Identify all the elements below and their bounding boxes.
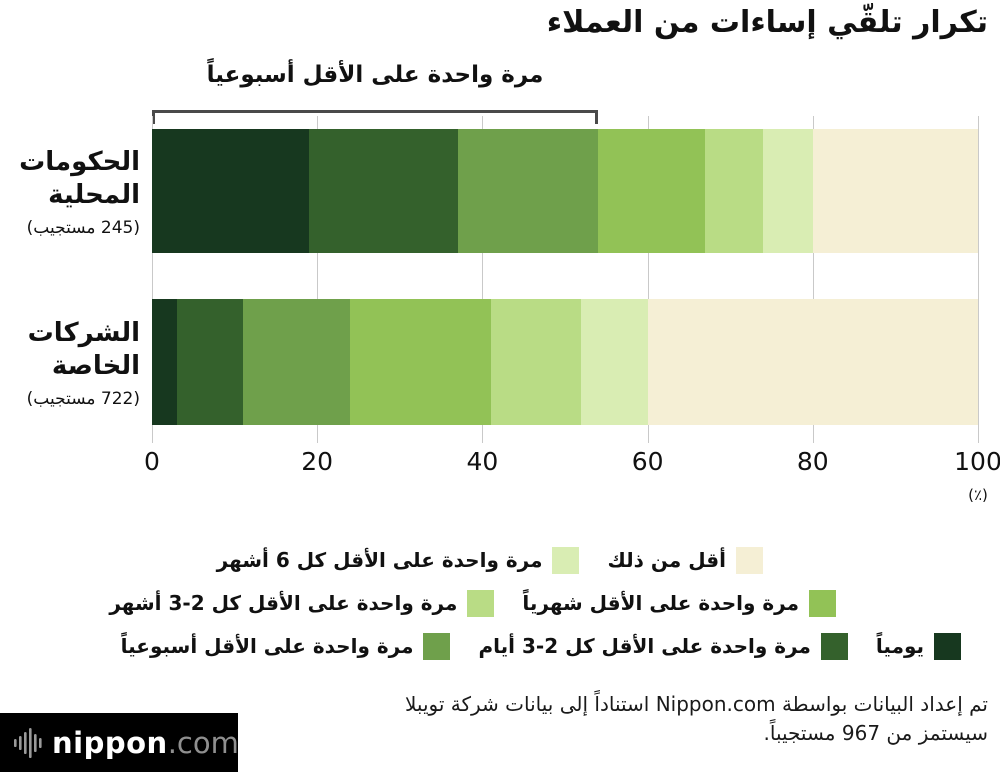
legend-swatch (736, 546, 763, 574)
bar-segment (176, 299, 243, 425)
bar-group-label: الشركات الخاصة (722 مستجيب) (0, 317, 140, 411)
bar-segment (812, 129, 978, 253)
source-note-line1: تم إعداد البيانات بواسطة Nippon.com استن… (404, 692, 988, 716)
legend-item: أقل من ذلك (607, 546, 763, 574)
x-axis-tick-label: 80 (796, 447, 829, 476)
x-axis-tick-label: 0 (144, 447, 160, 476)
page-title: تكرار تلقّي إساءات من العملاء (546, 5, 988, 40)
legend-row: يومياً مرة واحدة على الأقل كل 2-3 أيام مرة… (0, 631, 961, 661)
source-note-line2: سيستمز من 967 مستجيباً. (763, 721, 989, 745)
gridline (978, 116, 979, 443)
legend-item: مرة واحدة على الأقل كل 2-3 أيام (478, 632, 848, 660)
legend-swatch (552, 546, 580, 574)
bar-segment (242, 299, 351, 425)
bar-group-respondents: (245 مستجيب) (26, 218, 140, 238)
bar-segment (647, 299, 978, 425)
legend-item: مرة واحدة على الأقل كل 6 أشهر (216, 546, 580, 574)
source-note: تم إعداد البيانات بواسطة Nippon.com استن… (405, 690, 988, 748)
legend-swatch (820, 632, 848, 660)
bar-segment (350, 299, 491, 425)
gridline (482, 116, 484, 443)
legend-item: مرة واحدة على الأقل شهرياً (522, 589, 836, 617)
legend-swatch (423, 632, 451, 660)
stacked-bar (152, 299, 978, 425)
gridline (152, 116, 153, 443)
bar-group-label-line: الشركات (27, 318, 140, 348)
gridline (317, 116, 319, 443)
x-axis-tick-label: 40 (466, 447, 499, 476)
bar-segment (490, 299, 582, 425)
x-axis-tick-label: 20 (301, 447, 334, 476)
legend-label: مرة واحدة على الأقل كل 2-3 أيام (478, 634, 811, 658)
x-axis-tick-label: 100 (954, 447, 1000, 476)
legend-label: يومياً (875, 634, 924, 658)
bar-group-label-line: الحكومات (19, 147, 140, 177)
gridline (812, 116, 814, 443)
legend-label: مرة واحدة على الأقل كل 6 أشهر (216, 548, 543, 572)
stacked-bar (152, 129, 978, 253)
x-axis-tick-label: 60 (631, 447, 664, 476)
legend-item: مرة واحدة على الأقل أسبوعياً (120, 632, 451, 660)
legend-label: مرة واحدة على الأقل أسبوعياً (120, 634, 414, 658)
legend: أقل من ذلك مرة واحدة على الأقل كل 6 أشهر م… (0, 545, 1000, 674)
nippon-logo: nippon .com (0, 713, 239, 772)
bar-segment (152, 129, 309, 253)
legend-item: يومياً (875, 632, 961, 660)
bar-segment (457, 129, 599, 253)
annotation-label: مرة واحدة على الأقل أسبوعياً (206, 62, 544, 88)
legend-item: مرة واحدة على الأقل كل 2-3 أشهر (109, 589, 495, 617)
logo-brand-text: nippon (52, 725, 168, 760)
bar-group-label-line: المحلية (48, 180, 140, 210)
legend-label: مرة واحدة على الأقل شهرياً (522, 591, 799, 615)
logo-tld-text: .com (167, 725, 239, 760)
plot-area (152, 116, 979, 443)
bar-group-label: الحكومات المحلية (245 مستجيب) (0, 146, 140, 240)
x-axis-unit-label: (٪) (968, 486, 988, 504)
bar-group-respondents: (722 مستجيب) (26, 389, 140, 409)
legend-label: مرة واحدة على الأقل كل 2-3 أشهر (109, 591, 458, 615)
legend-swatch (934, 632, 961, 660)
bar-segment (763, 129, 813, 253)
bar-group-label-line: الخاصة (51, 351, 140, 381)
bar-segment (581, 299, 648, 425)
legend-row: مرة واحدة على الأقل شهرياً مرة واحدة على … (0, 588, 836, 618)
bar-segment (308, 129, 458, 253)
bar-segment (705, 129, 764, 253)
soundwave-icon (14, 727, 44, 759)
bar-segment (598, 129, 706, 253)
legend-swatch (467, 589, 495, 617)
legend-row: أقل من ذلك مرة واحدة على الأقل كل 6 أشهر (0, 545, 763, 575)
legend-swatch (809, 589, 836, 617)
gridline (647, 116, 649, 443)
annotation-bracket (152, 110, 599, 124)
bar-segment (152, 299, 177, 425)
legend-label: أقل من ذلك (607, 548, 726, 572)
